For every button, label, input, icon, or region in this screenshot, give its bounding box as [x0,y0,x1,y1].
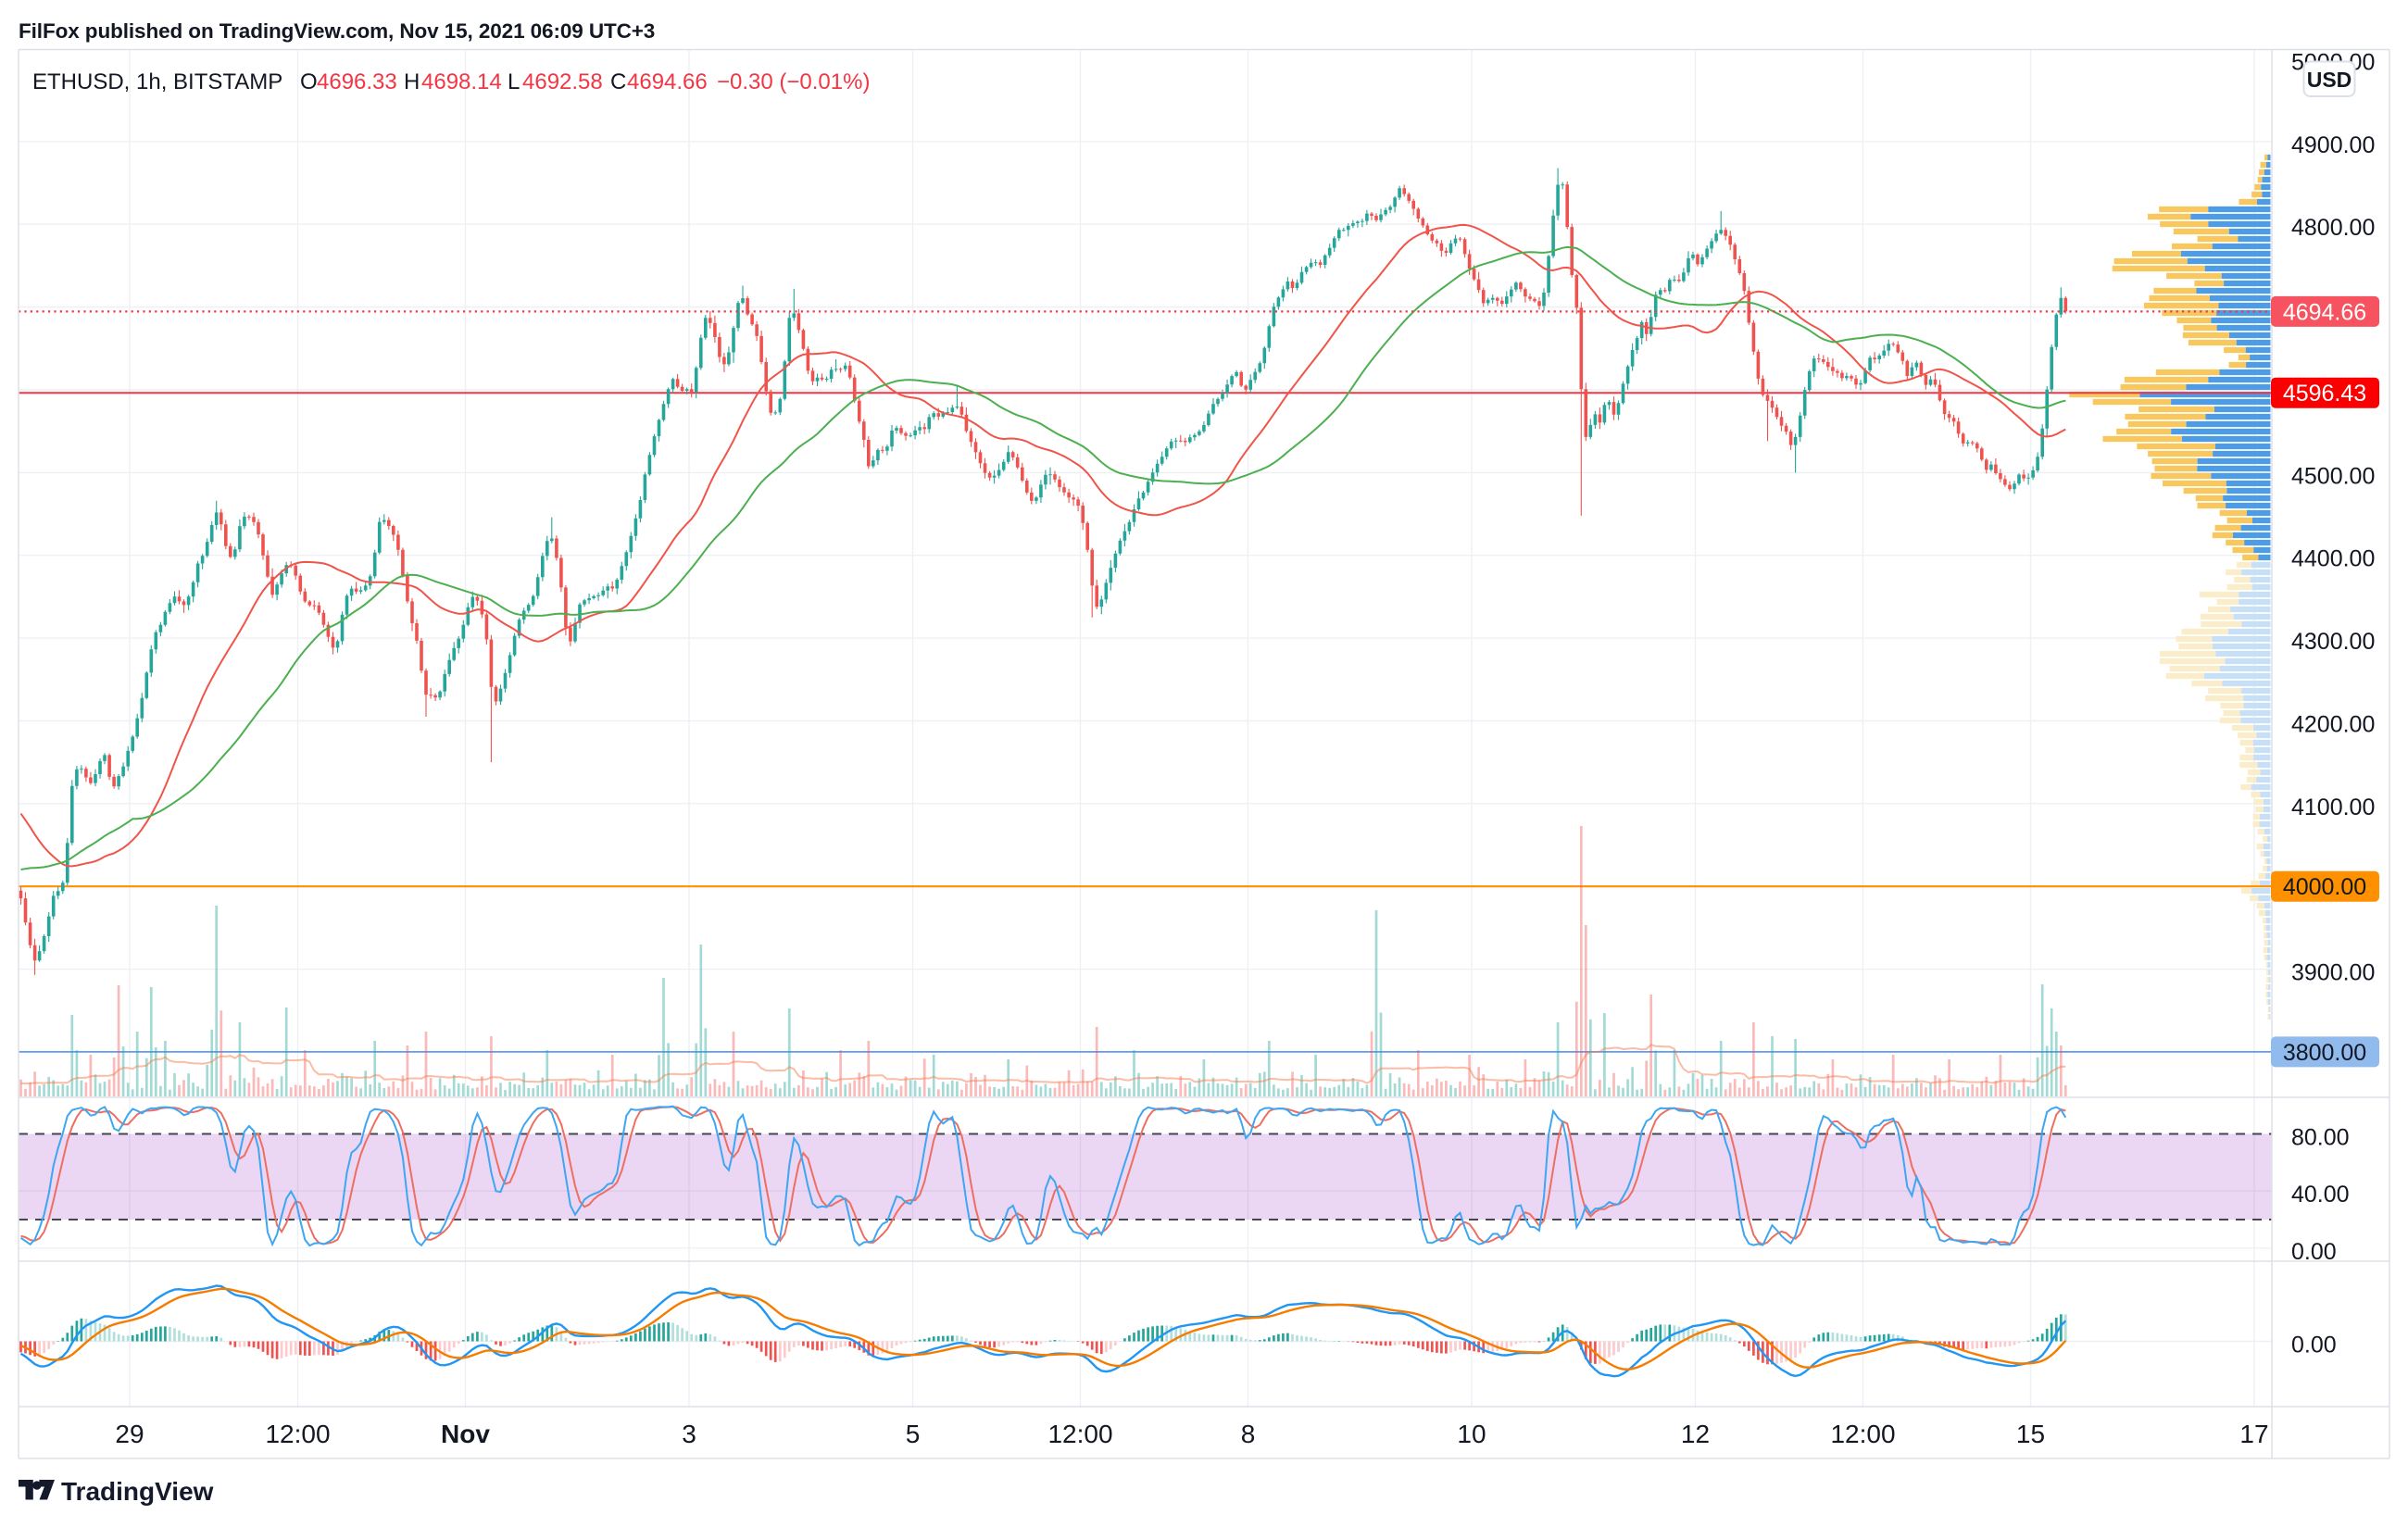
svg-text:0.00: 0.00 [2291,1239,2337,1265]
svg-text:TradingView: TradingView [61,1477,214,1506]
svg-text:10: 10 [1457,1420,1486,1448]
svg-text:4200.00: 4200.00 [2291,712,2375,738]
svg-text:4900.00: 4900.00 [2291,132,2375,158]
svg-text:4500.00: 4500.00 [2291,463,2375,489]
svg-text:0.00: 0.00 [2291,1333,2337,1358]
svg-text:4400.00: 4400.00 [2291,546,2375,572]
svg-text:29: 29 [115,1420,144,1448]
svg-text:15: 15 [2016,1420,2045,1448]
svg-text:−0.30 (−0.01%): −0.30 (−0.01%) [717,69,870,94]
svg-text:Nov: Nov [441,1420,490,1448]
svg-text:4698.14: 4698.14 [421,69,502,94]
svg-text:4596.43: 4596.43 [2283,381,2366,407]
svg-text:4800.00: 4800.00 [2291,215,2375,241]
svg-text:L: L [508,69,520,94]
svg-text:4694.66: 4694.66 [2283,299,2366,325]
svg-text:USD: USD [2307,68,2352,92]
svg-text:4300.00: 4300.00 [2291,629,2375,655]
svg-text:5: 5 [906,1420,921,1448]
svg-text:12:00: 12:00 [1830,1420,1895,1448]
svg-text:4696.33: 4696.33 [317,69,397,94]
svg-text:4692.58: 4692.58 [522,69,603,94]
svg-text:O: O [300,69,318,94]
svg-text:FilFox published on TradingVie: FilFox published on TradingView.com, Nov… [19,19,655,43]
svg-text:12: 12 [1681,1420,1710,1448]
svg-text:3900.00: 3900.00 [2291,960,2375,986]
svg-text:ETHUSD, 1h, BITSTAMP: ETHUSD, 1h, BITSTAMP [32,69,282,94]
svg-text:80.00: 80.00 [2291,1125,2350,1151]
svg-text:8: 8 [1241,1420,1256,1448]
svg-text:40.00: 40.00 [2291,1182,2350,1208]
svg-text:12:00: 12:00 [265,1420,330,1448]
svg-text:C: C [610,69,626,94]
svg-text:3: 3 [682,1420,696,1448]
svg-text:12:00: 12:00 [1047,1420,1112,1448]
svg-text:4100.00: 4100.00 [2291,795,2375,820]
svg-text:4000.00: 4000.00 [2283,874,2366,900]
svg-text:4694.66: 4694.66 [627,69,708,94]
svg-text:3800.00: 3800.00 [2283,1040,2366,1066]
svg-text:H: H [404,69,420,94]
svg-text:17: 17 [2239,1420,2268,1448]
